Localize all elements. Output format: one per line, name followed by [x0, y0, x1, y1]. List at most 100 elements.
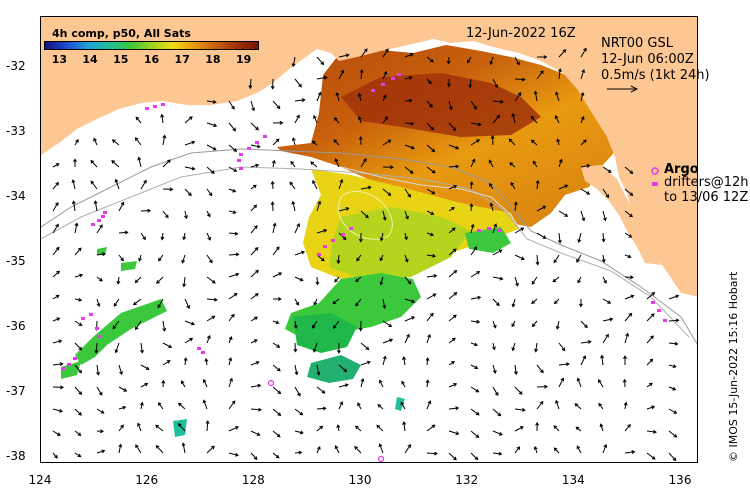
- current-arrowhead: [333, 139, 338, 143]
- current-arrow: [157, 298, 164, 308]
- current-arrow: [294, 451, 302, 454]
- current-arrow: [558, 69, 561, 80]
- current-arrowhead: [600, 354, 605, 359]
- current-arrow: [312, 140, 318, 146]
- current-arrow: [379, 444, 384, 454]
- scale-arrow-icon: [607, 85, 639, 93]
- current-arrowhead: [94, 349, 99, 354]
- current-arrowhead: [253, 339, 258, 343]
- current-arrow: [508, 138, 516, 146]
- current-arrow: [668, 295, 679, 300]
- current-arrow: [333, 139, 340, 146]
- current-arrow: [206, 166, 215, 174]
- current-arrow: [272, 181, 274, 190]
- current-arrowhead: [345, 207, 350, 211]
- current-arrow: [531, 139, 538, 146]
- current-arrow: [426, 452, 438, 455]
- current-arrowhead: [317, 446, 321, 450]
- current-arrow: [74, 298, 82, 301]
- current-arrow: [74, 274, 83, 278]
- current-arrowhead: [623, 355, 628, 359]
- current-arrowhead: [518, 391, 523, 395]
- current-arrowhead: [649, 358, 654, 363]
- current-arrow: [140, 402, 143, 410]
- current-arrowhead: [673, 410, 678, 414]
- current-arrowhead: [143, 179, 147, 184]
- current-arrow: [404, 334, 410, 344]
- current-arrow: [514, 78, 525, 81]
- current-arrowhead: [354, 425, 359, 430]
- argo-float-marker: [267, 379, 275, 387]
- current-arrow: [492, 430, 503, 436]
- current-arrowhead: [533, 90, 538, 95]
- current-arrow: [228, 400, 236, 410]
- current-arrowhead: [137, 422, 141, 427]
- current-arrow: [356, 254, 362, 261]
- current-arrow: [228, 336, 232, 344]
- current-arrowhead: [295, 301, 299, 306]
- current-arrow: [118, 386, 127, 392]
- current-arrow: [135, 116, 142, 124]
- current-arrow: [426, 400, 431, 410]
- current-arrowhead: [430, 312, 434, 317]
- current-arrowhead: [102, 252, 106, 257]
- current-arrow: [580, 210, 585, 221]
- current-arrow: [575, 426, 582, 432]
- current-arrow: [162, 342, 172, 348]
- current-arrow: [96, 276, 103, 282]
- current-arrowhead: [603, 443, 608, 448]
- drifter-marker: [61, 367, 65, 370]
- current-arrow: [470, 364, 478, 369]
- current-arrow: [316, 364, 320, 375]
- current-arrowhead: [319, 425, 324, 430]
- current-arrow: [360, 210, 369, 218]
- current-arrowhead: [99, 224, 103, 229]
- current-arrow: [601, 355, 604, 366]
- current-arrowhead: [452, 314, 457, 319]
- current-arrow: [404, 99, 412, 102]
- current-arrow: [117, 276, 120, 284]
- current-arrowhead: [489, 182, 493, 187]
- current-arrow: [574, 403, 582, 410]
- current-arrow: [470, 204, 472, 212]
- current-arrowhead: [358, 135, 363, 140]
- current-arrowhead: [58, 339, 63, 344]
- colorbar-tick-label: 13: [51, 53, 67, 66]
- current-arrowhead: [120, 424, 124, 429]
- longitude-tick-label: 134: [561, 473, 585, 487]
- current-arrowhead: [577, 279, 581, 284]
- current-arrowhead: [629, 170, 634, 175]
- current-arrow: [470, 271, 480, 278]
- current-arrowhead: [539, 400, 544, 405]
- current-arrow: [272, 386, 281, 394]
- current-arrow: [602, 232, 605, 242]
- current-arrowhead: [453, 382, 458, 387]
- current-arrow: [598, 403, 604, 410]
- current-arrowhead: [207, 236, 211, 241]
- current-arrow: [228, 426, 239, 432]
- current-arrow: [470, 122, 481, 126]
- current-arrow: [602, 298, 611, 304]
- drifter-marker: [331, 239, 335, 242]
- current-arrowhead: [542, 205, 547, 210]
- current-arrowhead: [275, 138, 280, 143]
- current-arrow: [52, 182, 59, 190]
- current-arrow: [492, 224, 497, 234]
- current-arrowhead: [254, 246, 259, 251]
- current-arrowhead: [535, 179, 540, 184]
- current-arrow: [426, 380, 429, 388]
- longitude-tick-label: 128: [241, 473, 265, 487]
- current-arrowhead: [498, 249, 503, 253]
- current-arrow: [448, 314, 457, 322]
- current-arrow: [426, 424, 436, 432]
- current-arrowhead: [161, 379, 166, 384]
- current-arrowhead: [277, 412, 282, 417]
- current-arrowhead: [407, 193, 411, 198]
- current-arrow: [354, 446, 362, 454]
- current-arrow: [426, 254, 436, 257]
- current-arrow: [554, 298, 560, 304]
- current-arrowhead: [276, 344, 281, 348]
- current-arrow: [228, 378, 233, 388]
- current-arrowhead: [432, 293, 437, 297]
- current-arrow: [115, 342, 120, 353]
